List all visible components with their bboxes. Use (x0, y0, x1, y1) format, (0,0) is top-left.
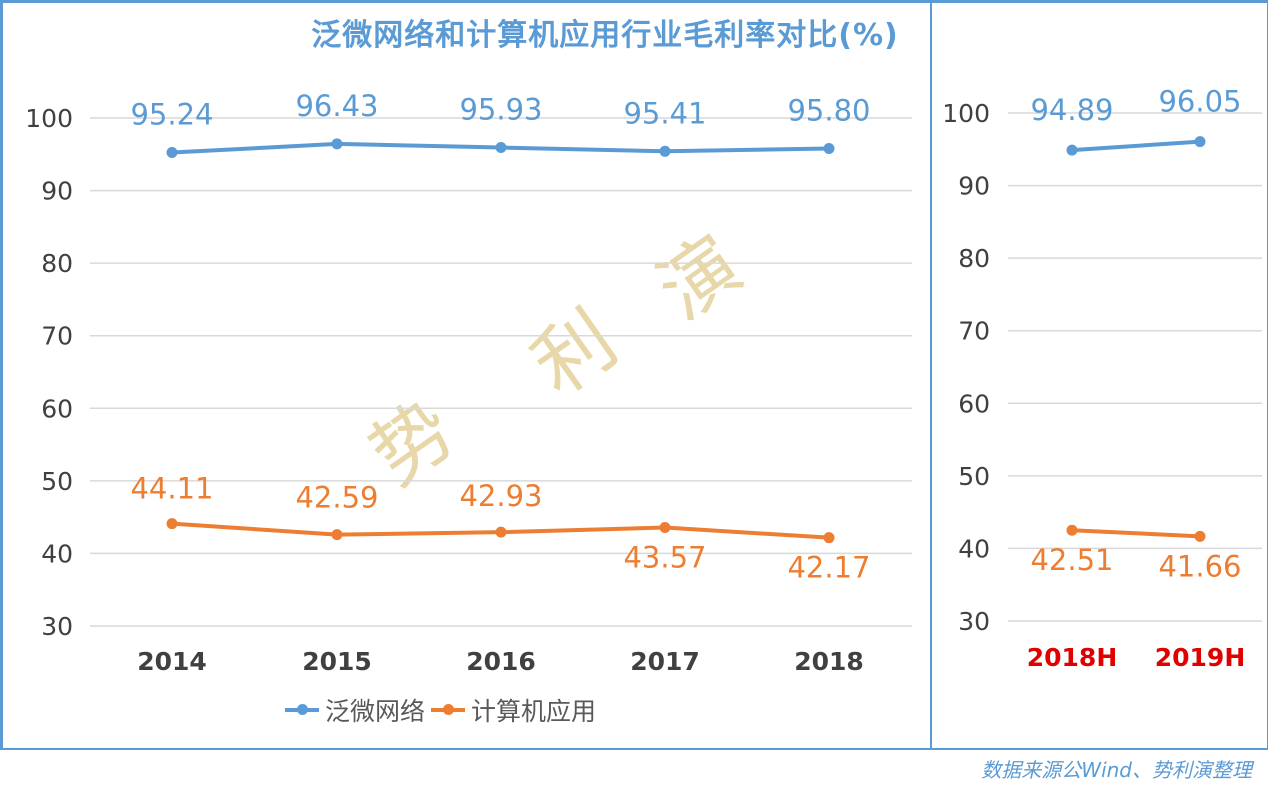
data-label: 95.80 (787, 93, 870, 127)
series-line (1071, 139, 1201, 153)
watermark-char: 演 (642, 219, 758, 337)
legend-line-marker-icon (431, 704, 466, 715)
legend-item-fanwei: 泛微网络 (285, 692, 425, 728)
y-tick-label: 90 (41, 177, 73, 206)
data-point-marker (659, 522, 671, 534)
data-label: 43.57 (623, 541, 706, 575)
legend-label: 泛微网络 (325, 697, 426, 726)
data-label: 42.51 (1030, 543, 1113, 577)
data-label: 42.59 (295, 481, 378, 515)
y-tick-label: 100 (942, 99, 990, 128)
chart-title-text: 泛微网络和计算机应用行业毛利率对比(%) (311, 18, 899, 53)
data-point-marker (495, 526, 507, 538)
data-label: 42.93 (459, 479, 542, 513)
data-point-marker (495, 142, 507, 154)
data-point-marker (166, 518, 178, 530)
legend-item-computer-app: 计算机应用 (431, 692, 596, 728)
y-tick-label: 100 (25, 104, 73, 133)
y-tick-label: 70 (958, 317, 990, 346)
data-label: 94.89 (1030, 93, 1113, 127)
data-point-marker (1066, 524, 1078, 536)
data-label: 44.11 (130, 472, 213, 506)
x-tick-label: 2014 (137, 647, 207, 676)
data-point-marker (823, 532, 835, 544)
x-tick-label: 2018 (794, 647, 864, 676)
y-tick-label: 30 (41, 612, 73, 641)
data-point-marker (331, 529, 343, 541)
data-point-marker (1194, 530, 1206, 542)
data-label: 95.93 (459, 93, 542, 127)
x-tick-label: 2015 (302, 647, 372, 676)
data-label: 96.43 (295, 89, 378, 123)
y-tick-label: 50 (958, 462, 990, 491)
data-label: 95.41 (623, 96, 706, 130)
data-point-marker (659, 145, 671, 157)
y-tick-label: 40 (958, 534, 990, 563)
source-note: 数据来源公Wind、势利演整理 (981, 758, 1252, 782)
data-point-marker (823, 142, 835, 154)
chart-title: 泛微网络和计算机应用行业毛利率对比(%) (0, 10, 1100, 54)
y-tick-label: 90 (958, 172, 990, 201)
legend-line-marker-icon (285, 704, 319, 715)
y-tick-label: 60 (958, 389, 990, 418)
y-tick-label: 70 (41, 322, 73, 351)
x-tick-label: 2016 (466, 647, 536, 676)
x-tick-label: 2018H (1027, 643, 1118, 672)
y-tick-label: 80 (958, 244, 990, 273)
data-label: 41.66 (1158, 549, 1241, 583)
legend-label: 计算机应用 (471, 697, 597, 726)
x-tick-label: 2017 (630, 647, 700, 676)
y-tick-label: 80 (41, 249, 73, 278)
data-point-marker (166, 147, 178, 159)
data-point-marker (1194, 136, 1206, 148)
y-tick-label: 30 (958, 607, 990, 636)
data-point-marker (1066, 144, 1078, 156)
x-tick-label: 2019H (1155, 643, 1246, 672)
data-point-marker (331, 138, 343, 150)
series-line (1071, 528, 1201, 539)
data-label: 96.05 (1158, 85, 1241, 119)
data-label: 42.17 (787, 551, 870, 585)
watermark-char: 利 (517, 294, 633, 412)
data-label: 95.24 (130, 98, 213, 132)
y-tick-label: 40 (41, 539, 73, 568)
y-tick-label: 50 (41, 467, 73, 496)
y-tick-label: 60 (41, 394, 73, 423)
legend: 泛微网络 计算机应用 (285, 692, 596, 728)
panel-divider (930, 0, 932, 748)
